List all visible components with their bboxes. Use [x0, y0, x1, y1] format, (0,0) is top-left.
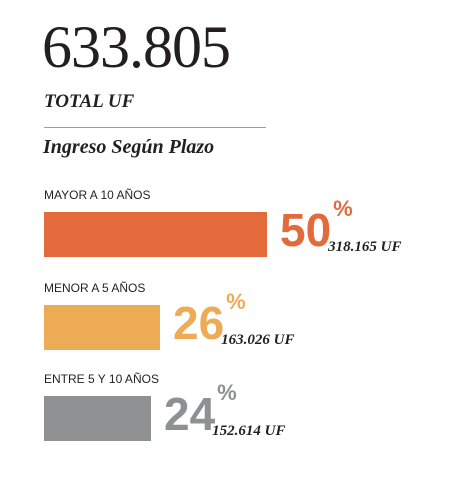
category-label-entre-5-y-10-anos: ENTRE 5 Y 10 AÑOS: [44, 372, 159, 386]
category-label-menor-a-5-anos: MENOR A 5 AÑOS: [44, 281, 146, 295]
section-title: Ingreso Según Plazo: [43, 136, 215, 158]
amount-entre-5-y-10-anos: 152.614 UF: [212, 423, 286, 439]
percent-value-menor-a-5-anos: 26: [173, 297, 225, 349]
divider: [44, 127, 266, 128]
amount-menor-a-5-anos: 163.026 UF: [221, 332, 295, 348]
category-label-mayor-a-10-anos: MAYOR A 10 AÑOS: [44, 188, 151, 202]
percent-sign-mayor-a-10-anos: %: [333, 196, 353, 221]
bar-menor-a-5-anos: [44, 305, 160, 350]
percent-sign-menor-a-5-anos: %: [226, 289, 246, 314]
total-value: 633.805: [42, 14, 231, 80]
percent-sign-entre-5-y-10-anos: %: [217, 380, 237, 405]
bar-mayor-a-10-anos: [44, 212, 267, 257]
amount-mayor-a-10-anos: 318.165 UF: [328, 239, 402, 255]
total-label: TOTAL UF: [44, 91, 135, 112]
bar-entre-5-y-10-anos: [44, 396, 151, 441]
percent-value-mayor-a-10-anos: 50: [280, 204, 332, 256]
percent-value-entre-5-y-10-anos: 24: [164, 388, 216, 440]
